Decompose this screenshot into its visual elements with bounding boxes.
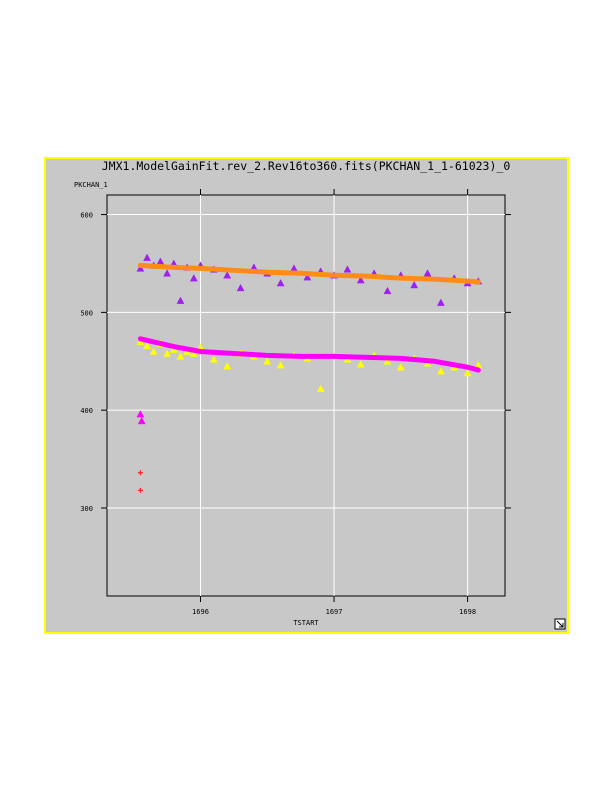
plot-area — [106, 194, 506, 597]
point — [383, 357, 392, 365]
point — [303, 273, 312, 281]
point — [356, 360, 365, 368]
point — [149, 347, 158, 355]
chart-title: JMX1.ModelGainFit.rev_2.Rev16to360.fits(… — [102, 159, 511, 173]
point — [436, 367, 445, 375]
point — [276, 361, 285, 369]
point — [176, 352, 185, 360]
point — [223, 271, 232, 279]
x-tick-label: 1697 — [326, 608, 343, 616]
point — [137, 470, 143, 476]
x-axis-label: TSTART — [293, 619, 319, 627]
x-tick-label: 1698 — [459, 608, 476, 616]
point — [137, 487, 143, 493]
point — [343, 265, 352, 273]
point — [383, 286, 392, 295]
point — [410, 280, 419, 289]
y-tick-label: 300 — [80, 505, 93, 513]
point — [316, 384, 325, 392]
point — [136, 264, 145, 272]
point — [223, 362, 232, 370]
point — [163, 269, 172, 277]
point — [276, 278, 285, 287]
point — [143, 253, 151, 261]
point — [136, 410, 145, 418]
resize-icon[interactable] — [554, 618, 566, 630]
point — [396, 363, 405, 371]
y-tick-label: 500 — [80, 309, 93, 317]
point — [176, 296, 185, 304]
point — [143, 341, 151, 349]
point — [137, 416, 146, 425]
x-tick-label: 1696 — [192, 608, 209, 616]
point — [263, 357, 272, 365]
point — [163, 349, 172, 357]
point — [356, 276, 365, 284]
point — [423, 269, 432, 277]
point — [189, 349, 198, 357]
point — [436, 298, 445, 306]
point — [236, 283, 245, 292]
y-tick-label: 600 — [80, 212, 93, 220]
point — [209, 355, 218, 363]
y-axis-label: PKCHAN_1 — [74, 181, 108, 189]
y-tick-label: 400 — [80, 407, 93, 415]
point — [189, 274, 198, 282]
point — [463, 368, 472, 377]
fit-line — [137, 336, 481, 373]
fit-line — [137, 262, 481, 285]
